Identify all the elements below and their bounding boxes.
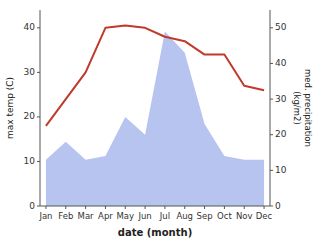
x-tick-label: Jan: [38, 211, 52, 221]
y2-tick-label: 40: [275, 58, 287, 68]
y-tick: [37, 161, 40, 162]
y2-tick: [270, 134, 273, 135]
x-tick: [125, 206, 126, 209]
x-tick-label: Sep: [197, 211, 213, 221]
x-tick: [184, 206, 185, 209]
y-tick-label: 10: [24, 156, 36, 166]
y2-axis-line: [270, 10, 271, 206]
x-tick-label: May: [116, 211, 134, 221]
y2-tick: [270, 63, 273, 64]
x-tick: [264, 206, 265, 209]
x-tick: [85, 206, 86, 209]
x-tick: [224, 206, 225, 209]
y2-tick: [270, 170, 273, 171]
y-tick: [37, 206, 40, 207]
x-axis-label: date (month): [118, 227, 192, 238]
y-tick-label: 0: [29, 201, 35, 211]
y2-tick: [270, 206, 273, 207]
y2-tick-label: 20: [275, 129, 287, 139]
x-tick: [164, 206, 165, 209]
x-tick-label: Jun: [137, 211, 151, 221]
y2-tick-label: 10: [275, 165, 287, 175]
y2-tick-label: 50: [275, 22, 287, 32]
y2-tick-label: 30: [275, 94, 287, 104]
x-tick-label: Oct: [217, 211, 232, 221]
x-tick: [45, 206, 46, 209]
chart: 0 10 20 30 40 0 10 20 30 40 50 Jan Feb MarAprMayJun Ju…: [0, 0, 318, 242]
y2-tick: [270, 99, 273, 100]
y2-tick-label: 0: [275, 201, 281, 211]
x-tick-label: Dec: [256, 211, 273, 221]
x-tick: [244, 206, 245, 209]
x-tick: [105, 206, 106, 209]
y-tick-label: 30: [24, 67, 36, 77]
x-tick: [145, 206, 146, 209]
y2-tick: [270, 27, 273, 28]
y-tick-label: 40: [24, 22, 36, 32]
y-tick: [37, 27, 40, 28]
y2-axis-label: med. precipitation(kg/m2): [292, 69, 313, 147]
y-axis-line: [40, 10, 41, 206]
y-axis-label: max temp (C): [5, 77, 15, 139]
x-tick-label: Jul: [159, 211, 170, 221]
precipitation-area: [46, 31, 264, 206]
x-tick-label: Mar: [78, 211, 95, 221]
x-tick-label: Feb: [58, 211, 73, 221]
y-tick: [37, 116, 40, 117]
x-axis-line: [40, 206, 270, 207]
y-tick: [37, 72, 40, 73]
x-tick: [65, 206, 66, 209]
y-tick-label: 20: [24, 111, 36, 121]
plot-area: [46, 26, 264, 206]
x-tick-label: Nov: [236, 211, 253, 221]
temperature-line: [46, 26, 264, 126]
x-tick-label: Apr: [98, 211, 113, 221]
x-tick: [204, 206, 205, 209]
x-tick-label: Aug: [176, 211, 193, 221]
